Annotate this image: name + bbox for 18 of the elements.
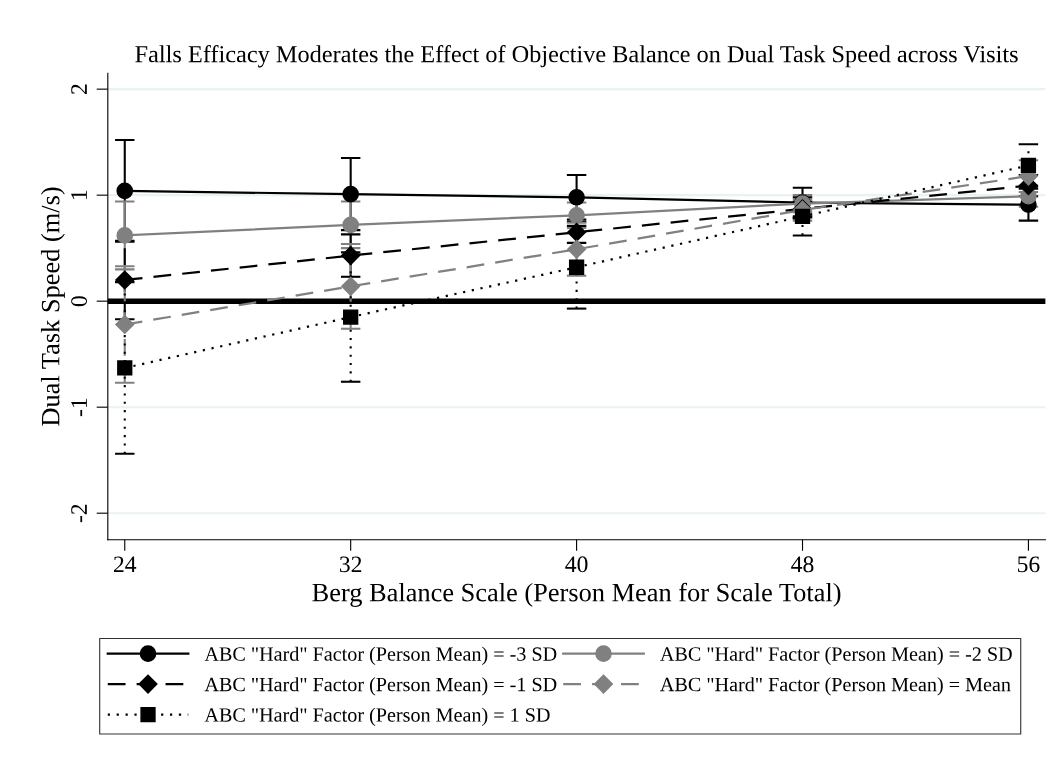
y-tick-label: 2 <box>71 84 87 95</box>
legend-label: ABC "Hard" Factor (Person Mean) = 1 SD <box>204 707 550 726</box>
y-axis-title: Dual Task Speed (m/s) <box>40 187 65 426</box>
chart-title: Falls Efficacy Moderates the Effect of Objective Balance on Dual Task Speed across Visits <box>135 45 1018 68</box>
x-tick-label: 32 <box>340 556 362 573</box>
legend-label: ABC "Hard" Factor (Person Mean) = -3 SD <box>204 646 557 665</box>
x-tick-label: 48 <box>791 556 814 573</box>
x-tick-label: 24 <box>113 556 137 573</box>
y-tick-label: -2 <box>71 504 87 523</box>
x-tick-label: 56 <box>1018 556 1040 573</box>
y-tick-label: -1 <box>71 398 87 417</box>
y-tick-label: 0 <box>71 296 88 307</box>
legend-label: ABC "Hard" Factor (Person Mean) = -2 SD <box>660 646 1012 665</box>
y-tick-label: 1 <box>71 190 87 199</box>
x-axis-title: Berg Balance Scale (Person Mean for Scale Total) <box>312 582 841 607</box>
legend-label: ABC "Hard" Factor (Person Mean) = Mean <box>660 677 1011 696</box>
legend-label: ABC "Hard" Factor (Person Mean) = -1 SD <box>204 677 557 696</box>
x-tick-label: 40 <box>565 556 588 573</box>
